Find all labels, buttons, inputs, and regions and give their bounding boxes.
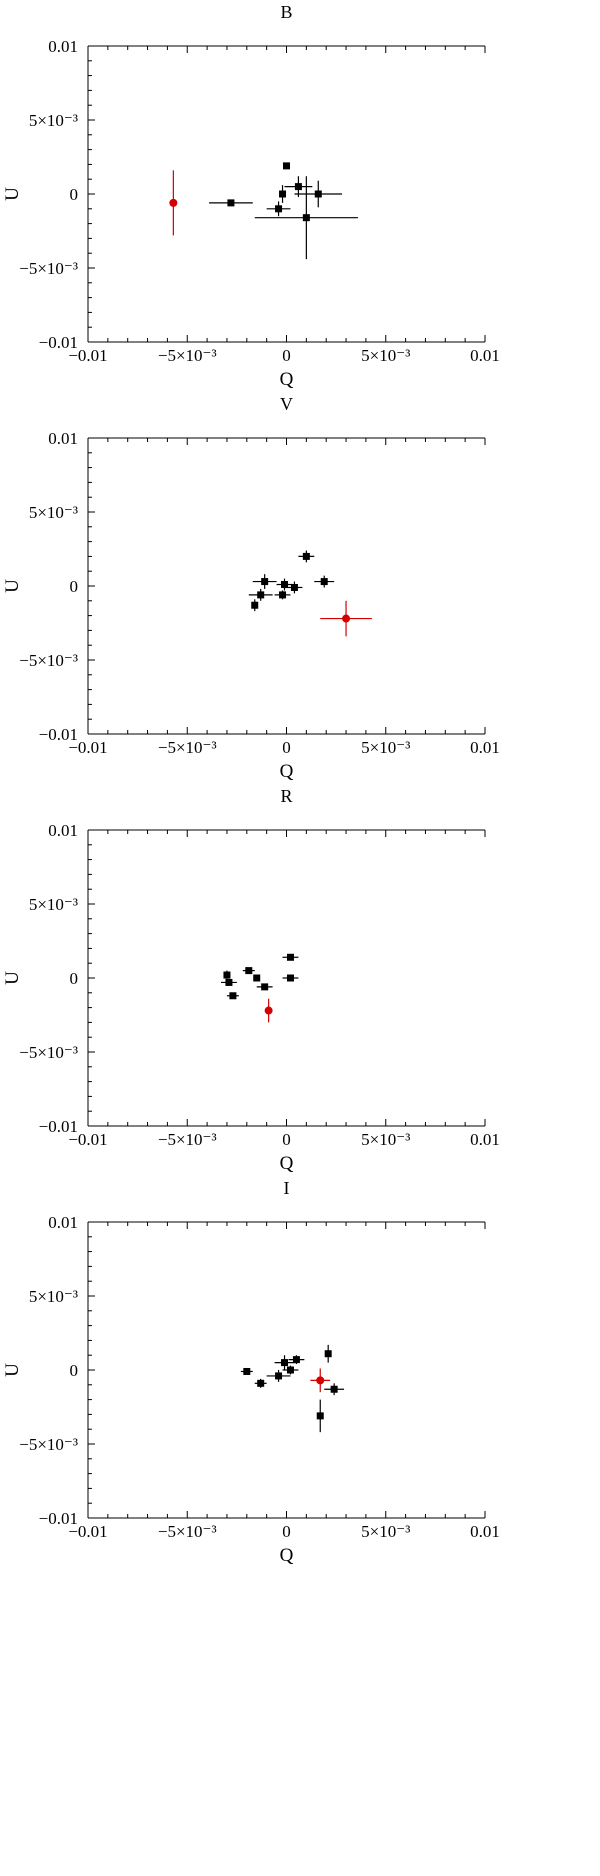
y-tick-label: 5×10⁻³ (29, 111, 78, 130)
data-point (286, 953, 294, 961)
y-axis-label: U (2, 1363, 23, 1377)
chart-panel-r: R −0.01 −5×10⁻³ 0 5×10⁻³ 0.01 −0.01 −5×10⁻³ 0 5×1… (2, 786, 500, 1174)
x-axis-label: Q (280, 369, 294, 390)
y-tick-label: −5×10⁻³ (19, 651, 78, 670)
data-point (261, 983, 269, 991)
data-point (243, 1367, 251, 1375)
x-tick-label: 0.01 (470, 738, 500, 757)
y-tick-label: −0.01 (39, 1509, 78, 1528)
data-point (261, 578, 269, 586)
x-tick-label: −0.01 (68, 1130, 107, 1149)
data-point (283, 162, 290, 170)
y-tick-label: 0 (70, 969, 79, 988)
data-point (281, 1359, 289, 1367)
data-point (257, 591, 265, 599)
y-tick-label: 5×10⁻³ (29, 895, 78, 914)
x-tick-label: 5×10⁻³ (361, 1130, 410, 1149)
y-axis-label: U (2, 579, 23, 593)
data-point (286, 1366, 294, 1374)
data-point (225, 978, 233, 986)
highlight-data-point (264, 1006, 273, 1015)
y-tick-label: 0.01 (48, 1213, 78, 1232)
x-axis-label: Q (280, 761, 294, 782)
data-point (227, 199, 235, 207)
data-point (302, 214, 310, 222)
data-point (316, 1412, 324, 1420)
x-tick-label: −5×10⁻³ (158, 1130, 217, 1149)
y-tick-label: 0 (70, 185, 79, 204)
y-tick-label: 0 (70, 577, 79, 596)
y-axis-label: U (2, 971, 23, 985)
data-point (302, 552, 310, 560)
data-point (281, 581, 289, 589)
x-axis-label: Q (280, 1153, 294, 1174)
data-point (275, 205, 283, 213)
y-tick-label: 0 (70, 1361, 79, 1380)
x-tick-label: −5×10⁻³ (158, 1522, 217, 1541)
data-point (257, 1379, 265, 1387)
x-tick-label: 5×10⁻³ (361, 738, 410, 757)
data-point (324, 1350, 332, 1358)
y-tick-label: 0.01 (48, 429, 78, 448)
data-point (279, 190, 287, 198)
highlight-data-point (342, 614, 351, 623)
data-point (279, 591, 287, 599)
x-tick-label: 0.01 (470, 1130, 500, 1149)
highlight-data-point (316, 1376, 325, 1385)
data-point (320, 578, 328, 586)
data-point (253, 974, 261, 982)
chart-title: R (280, 786, 292, 806)
data-point (314, 190, 322, 198)
x-tick-label: −0.01 (68, 738, 107, 757)
chart-title: I (284, 1178, 290, 1198)
data-point (290, 583, 298, 591)
data-point (275, 1372, 283, 1380)
y-tick-label: 5×10⁻³ (29, 503, 78, 522)
data-point (245, 967, 253, 975)
x-tick-label: −0.01 (68, 1522, 107, 1541)
y-tick-label: −0.01 (39, 333, 78, 352)
x-tick-label: −0.01 (68, 346, 107, 365)
data-point (294, 183, 302, 191)
highlight-data-point (169, 198, 178, 207)
chart-panel-b: B −0.01 −5×10⁻³ 0 5×10⁻³ 0.01 −0.01 −5×10⁻³ 0 5×1… (2, 2, 500, 390)
y-tick-label: −0.01 (39, 1117, 78, 1136)
y-tick-label: 5×10⁻³ (29, 1287, 78, 1306)
x-tick-label: 0 (282, 1522, 291, 1541)
chart-title: B (280, 2, 292, 22)
data-point (251, 601, 259, 609)
y-tick-label: −5×10⁻³ (19, 259, 78, 278)
data-point (286, 974, 294, 982)
x-tick-label: 0 (282, 346, 291, 365)
data-point (223, 971, 231, 979)
y-tick-label: −5×10⁻³ (19, 1435, 78, 1454)
chart-panel-i: I −0.01 −5×10⁻³ 0 5×10⁻³ 0.01 −0.01 −5×10⁻³ 0 5×1… (2, 1178, 500, 1566)
data-point (229, 992, 237, 1000)
chart-title: V (280, 394, 293, 414)
x-tick-label: 5×10⁻³ (361, 1522, 410, 1541)
x-tick-label: 0 (282, 738, 291, 757)
y-tick-label: 0.01 (48, 37, 78, 56)
x-axis-label: Q (280, 1545, 294, 1566)
data-point (292, 1356, 300, 1364)
y-tick-label: −5×10⁻³ (19, 1043, 78, 1062)
chart-panel-v: V −0.01 −5×10⁻³ 0 5×10⁻³ 0.01 −0.01 −5×10⁻³ 0 5×1… (2, 394, 500, 782)
y-axis-label: U (2, 187, 23, 201)
x-tick-label: 5×10⁻³ (361, 346, 410, 365)
x-tick-label: 0.01 (470, 1522, 500, 1541)
data-point (330, 1385, 338, 1393)
x-tick-label: 0 (282, 1130, 291, 1149)
x-tick-label: −5×10⁻³ (158, 738, 217, 757)
y-tick-label: 0.01 (48, 821, 78, 840)
x-tick-label: 0.01 (470, 346, 500, 365)
y-tick-label: −0.01 (39, 725, 78, 744)
x-tick-label: −5×10⁻³ (158, 346, 217, 365)
